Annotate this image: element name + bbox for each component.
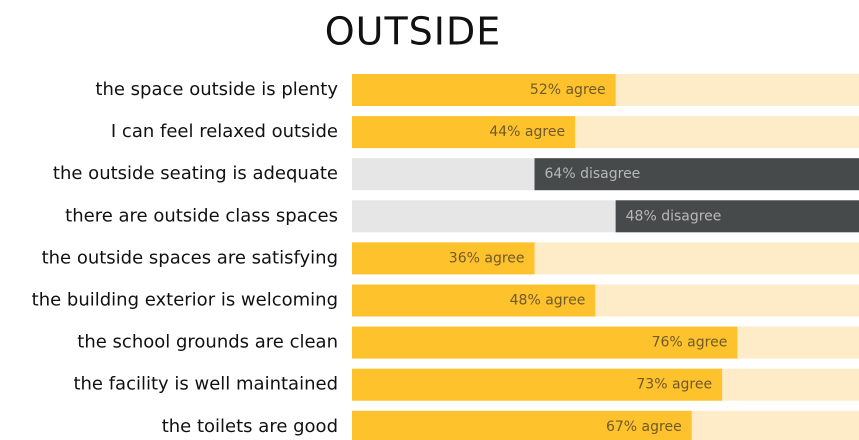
category-label: the building exterior is welcoming [32, 290, 338, 311]
bar [615, 200, 859, 233]
category-label: the facility is well maintained [73, 374, 338, 395]
value-label: 36% agree [449, 250, 525, 266]
chart-title: OUTSIDE [325, 10, 502, 54]
bar [352, 368, 723, 401]
category-label: the space outside is plenty [95, 79, 338, 100]
category-label: the outside spaces are satisfying [42, 247, 338, 268]
category-label: the outside seating is adequate [53, 163, 338, 184]
value-label: 44% agree [489, 124, 565, 140]
bar [352, 284, 596, 317]
category-label: I can feel relaxed outside [111, 121, 338, 142]
bar [352, 116, 576, 149]
bar [352, 242, 535, 275]
category-label: there are outside class spaces [65, 205, 338, 226]
bar [352, 326, 738, 359]
value-label: 73% agree [636, 377, 712, 393]
bar [352, 74, 616, 106]
value-label: 67% agree [606, 419, 682, 435]
value-label: 76% agree [652, 335, 728, 351]
category-label: the school grounds are clean [77, 332, 338, 353]
value-label: 48% disagree [626, 208, 722, 224]
bar [352, 410, 692, 440]
category-label: the toilets are good [162, 416, 338, 437]
value-label: 64% disagree [545, 166, 641, 182]
value-label: 48% agree [510, 293, 586, 309]
value-label: 52% agree [530, 82, 606, 98]
bar [534, 158, 859, 191]
